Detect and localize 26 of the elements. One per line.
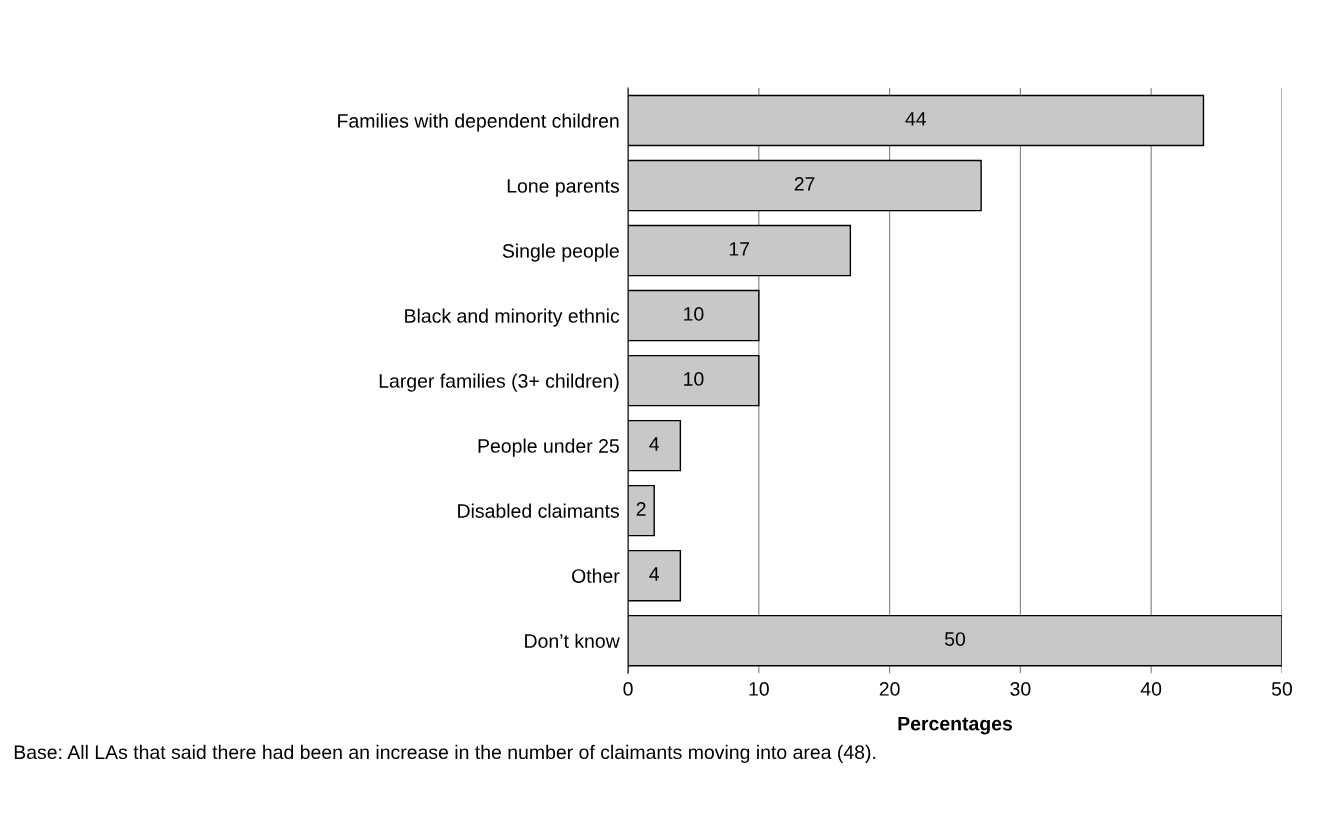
y-tick-label: Larger families (3+ children) <box>379 373 619 392</box>
x-tick-label: 20 <box>879 682 900 696</box>
data-label: 44 <box>905 112 927 126</box>
x-tick-label: 50 <box>1271 682 1292 696</box>
x-axis-title: Percentages <box>898 716 1013 735</box>
y-tick-label: Black and minority ethnic <box>405 308 620 327</box>
data-label: 10 <box>684 372 704 386</box>
data-label: 50 <box>944 632 966 646</box>
y-tick-label: Don’t know <box>525 633 620 648</box>
y-tick-label: Disabled claimants <box>458 503 620 518</box>
y-tick-label: People under 25 <box>478 438 619 457</box>
x-tick-label: 10 <box>749 682 769 696</box>
data-label: 10 <box>684 307 704 321</box>
x-tick-label: 40 <box>1140 682 1162 696</box>
data-label: 4 <box>649 567 660 581</box>
y-tick-label: Families with dependent children <box>338 113 619 132</box>
text: Base: All LAs that said there had been an increase in the number of claimants moving into area (48). <box>14 744 876 763</box>
data-label: 2 <box>636 502 646 516</box>
data-label: 17 <box>729 242 750 256</box>
y-tick-label: Other <box>572 568 620 583</box>
x-tick-label: 30 <box>1010 682 1031 696</box>
data-label: 4 <box>649 437 660 451</box>
x-tick-label: 0 <box>623 682 633 696</box>
y-tick-label: Lone parents <box>507 179 620 197</box>
data-label: 27 <box>794 177 815 191</box>
y-tick-label: Single people <box>502 243 619 262</box>
